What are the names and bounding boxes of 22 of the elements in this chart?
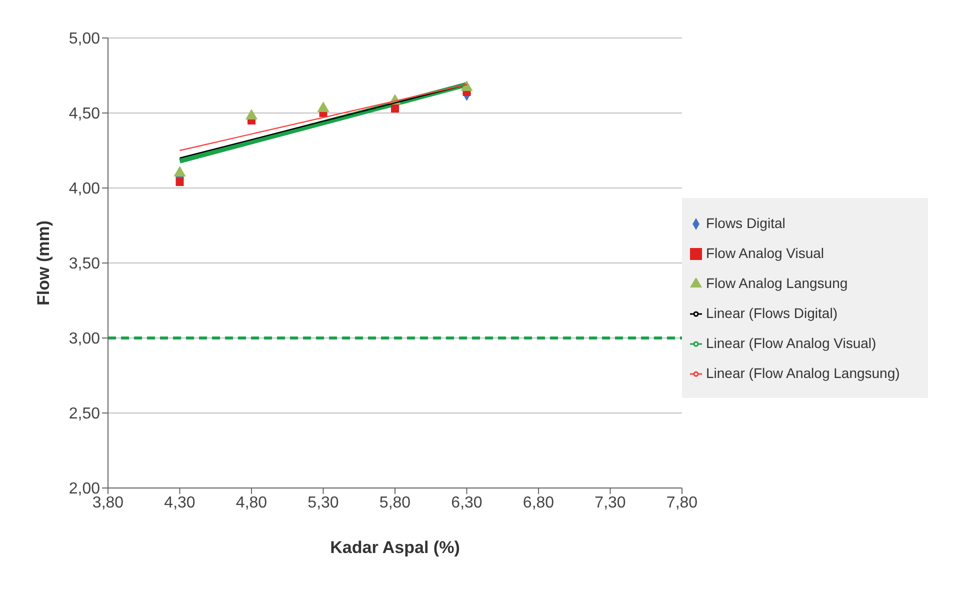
legend-label: Flow Analog Visual	[706, 245, 824, 261]
y-tick-label: 2,50	[68, 406, 100, 423]
legend-label: Flows Digital	[706, 215, 786, 231]
legend-label: Linear (Flows Digital)	[706, 305, 838, 321]
x-tick-label: 7,80	[666, 494, 698, 512]
y-tick-label: 5,00	[68, 30, 100, 48]
legend-label: Linear (Flow Analog Visual)	[706, 335, 876, 351]
x-tick-label: 5,30	[308, 494, 339, 512]
x-tick-label: 5,80	[379, 494, 411, 512]
y-tick-label: 4,50	[68, 106, 100, 123]
y-tick-label: 3,50	[68, 256, 100, 273]
x-tick-label: 6,80	[522, 494, 554, 512]
legend-label: Flow Analog Langsung	[706, 275, 848, 291]
y-axis-title: Flow (mm)	[34, 220, 54, 306]
y-tick-label: 3,00	[68, 330, 100, 348]
x-axis-title: Kadar Aspal (%)	[330, 538, 460, 557]
legend-label: Linear (Flow Analog Langsung)	[706, 365, 900, 381]
x-tick-label: 7,30	[594, 494, 626, 512]
x-tick-label: 4,30	[164, 494, 196, 512]
x-tick-label: 4,80	[236, 494, 268, 512]
x-tick-label: 6,30	[451, 494, 482, 512]
y-tick-label: 4,00	[68, 180, 100, 198]
